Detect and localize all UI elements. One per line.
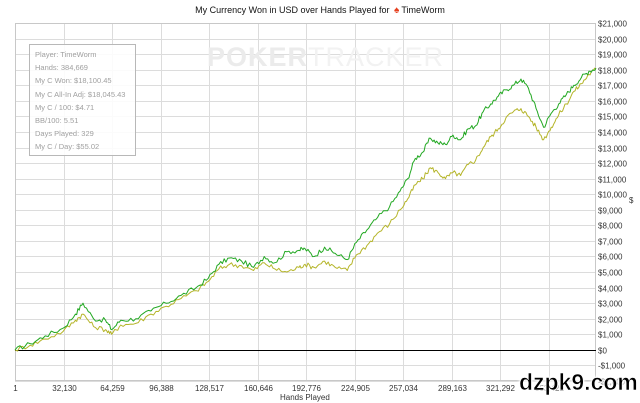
x-tick-label: 64,259 (100, 384, 125, 393)
y-tick-label: $1,000 (598, 331, 623, 340)
watermark-part-a: POKER (207, 42, 309, 72)
x-tick-label: 128,517 (195, 384, 224, 393)
series-lines (14, 67, 597, 352)
y-tick-label: $13,000 (598, 145, 627, 154)
y-tick-label: $0 (598, 347, 607, 356)
chart-title: My Currency Won in USD over Hands Played… (0, 5, 640, 16)
series-line-allin-adj (14, 67, 597, 352)
y-tick-label: $4,000 (598, 285, 623, 294)
x-tick-label: 160,646 (244, 384, 273, 393)
stat-per-day: My C / Day: $55.02 (35, 142, 100, 152)
tick-labels: -$2,000 -$1,000 $0 $1,000 $2,000 $3,000 $4,000… (13, 20, 627, 394)
x-tick-label: 224,905 (341, 384, 370, 393)
y-tick-label: $19,000 (598, 51, 627, 60)
y-tick-label: $15,000 (598, 113, 627, 122)
y-tick-label: -$1,000 (598, 362, 626, 371)
y-tick-label: $16,000 (598, 98, 627, 107)
x-tick-label: 353,421 (535, 384, 564, 393)
y-tick-label: $11,000 (598, 176, 627, 185)
series-line-won (14, 67, 597, 351)
stat-days-played: Days Played: 329 (35, 129, 94, 139)
y-tick-label: $6,000 (598, 253, 623, 262)
y-tick-label: $2,000 (598, 316, 623, 325)
x-tick-label: 32,130 (52, 384, 77, 393)
x-axis-label: Hands Played (280, 393, 330, 402)
stat-per-100: My C / 100: $4.71 (35, 102, 95, 112)
pokertracker-watermark: POKERTRACKER (207, 42, 444, 73)
y-tick-label: $17,000 (598, 82, 627, 91)
y-tick-label: $20,000 (598, 36, 627, 45)
stat-allin-adj: My C All-In Adj: $18,045.43 (35, 89, 126, 99)
spade-icon: ♠ (394, 5, 400, 16)
y-tick-label: $3,000 (598, 300, 623, 309)
y-tick-label: $14,000 (598, 129, 627, 138)
x-tick-label: 257,034 (389, 384, 418, 393)
y-tick-label: $21,000 (598, 20, 627, 29)
y-tick-label: $7,000 (598, 238, 623, 247)
y-tick-label: $12,000 (598, 160, 627, 169)
x-tick-label: 192,776 (292, 384, 321, 393)
x-tick-label: 1 (13, 384, 18, 393)
site-watermark: dzpk9.com (519, 369, 638, 396)
axes (15, 23, 596, 381)
stat-hands: Hands: 384,669 (35, 63, 88, 73)
stat-player: Player: TimeWorm (35, 50, 97, 59)
x-tick-label: 289,163 (438, 384, 467, 393)
y-axis-label: $ (629, 196, 634, 205)
y-tick-label: $10,000 (598, 191, 627, 200)
stat-bb-100: BB/100: 5.51 (35, 116, 79, 126)
x-tick-label: 96,388 (149, 384, 174, 393)
y-tick-label: $8,000 (598, 222, 623, 231)
plot-border (15, 23, 596, 381)
y-tick-label: -$2,000 (598, 378, 626, 387)
stats-box: Player: TimeWorm Hands: 384,669 My C Won… (29, 44, 136, 156)
y-tick-label: $5,000 (598, 269, 623, 278)
title-player: TimeWorm (401, 5, 445, 15)
stat-won: My C Won: $18,100.45 (35, 76, 112, 86)
watermark-part-b: TRACKER (308, 42, 445, 72)
y-tick-label: $18,000 (598, 67, 627, 76)
x-tick-label: 321,292 (486, 384, 515, 393)
title-prefix: My Currency Won in USD over Hands Played… (195, 5, 390, 15)
y-tick-label: $9,000 (598, 207, 623, 216)
